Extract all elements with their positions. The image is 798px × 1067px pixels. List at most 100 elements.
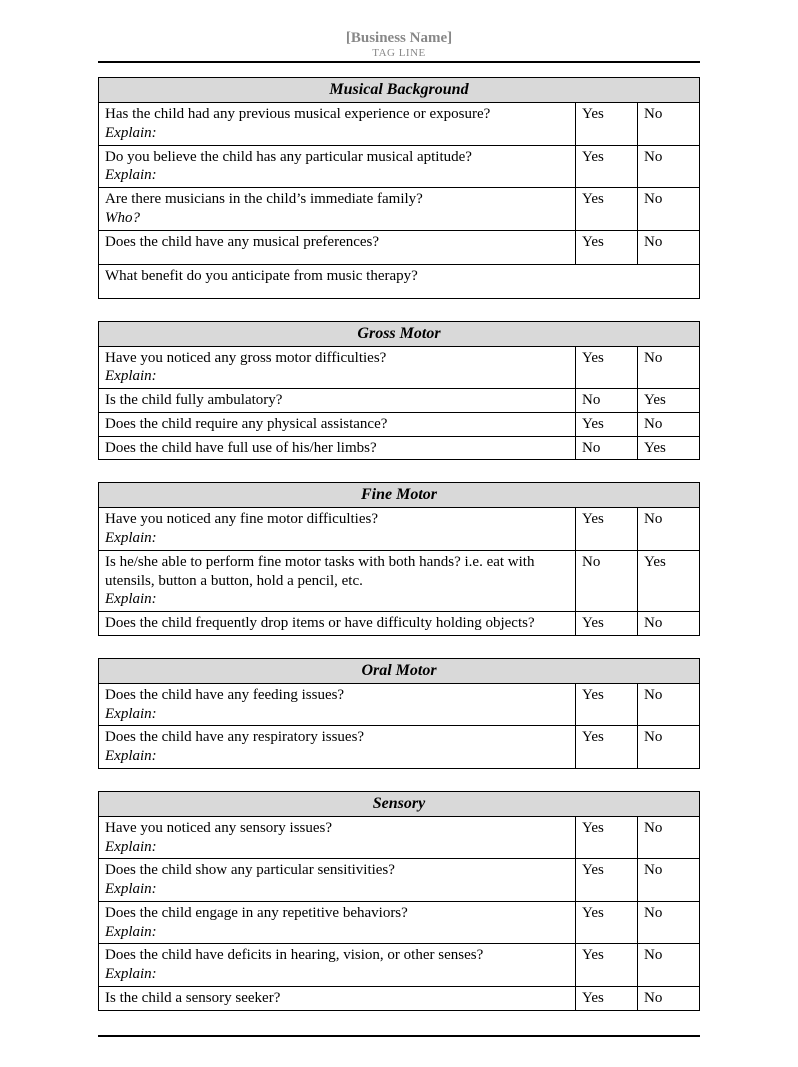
no-cell[interactable]: No: [638, 346, 700, 389]
table-row: Is the child fully ambulatory? No Yes: [99, 389, 700, 413]
yes-cell[interactable]: Yes: [576, 683, 638, 726]
question-text: Have you noticed any sensory issues?: [105, 820, 332, 836]
question-cell: Does the child have full use of his/her …: [99, 436, 576, 460]
question-cell: Has the child had any previous musical e…: [99, 103, 576, 146]
table-row: Have you noticed any fine motor difficul…: [99, 508, 700, 551]
section-title: Fine Motor: [99, 483, 700, 508]
yes-cell[interactable]: Yes: [576, 986, 638, 1010]
yes-cell[interactable]: Yes: [576, 726, 638, 769]
yes-cell[interactable]: Yes: [576, 145, 638, 188]
question-text: Has the child had any previous musical e…: [105, 106, 490, 122]
no-cell[interactable]: No: [638, 683, 700, 726]
yes-cell[interactable]: Yes: [576, 901, 638, 944]
table-row: Does the child show any particular sensi…: [99, 859, 700, 902]
question-cell: Does the child have deficits in hearing,…: [99, 944, 576, 987]
no-cell[interactable]: No: [638, 726, 700, 769]
question-cell: Is he/she able to perform fine motor tas…: [99, 550, 576, 611]
yes-cell[interactable]: Yes: [576, 188, 638, 231]
no-cell[interactable]: No: [638, 944, 700, 987]
yes-cell[interactable]: Yes: [638, 389, 700, 413]
question-cell: Have you noticed any gross motor difficu…: [99, 346, 576, 389]
question-cell: Does the child engage in any repetitive …: [99, 901, 576, 944]
no-cell[interactable]: No: [576, 436, 638, 460]
yes-cell[interactable]: Yes: [638, 436, 700, 460]
question-cell: Is the child a sensory seeker?: [99, 986, 576, 1010]
section-musical-background: Musical Background Has the child had any…: [98, 77, 700, 299]
yes-cell[interactable]: Yes: [576, 508, 638, 551]
table-row: Does the child have any feeding issues? …: [99, 683, 700, 726]
question-text: Does the child have full use of his/her …: [105, 440, 377, 456]
question-text: Does the child have any feeding issues?: [105, 687, 344, 703]
no-cell[interactable]: No: [638, 103, 700, 146]
question-cell: Have you noticed any sensory issues? Exp…: [99, 816, 576, 859]
table-row: Have you noticed any gross motor difficu…: [99, 346, 700, 389]
question-text: Is the child a sensory seeker?: [105, 990, 280, 1006]
table-row: Have you noticed any sensory issues? Exp…: [99, 816, 700, 859]
yes-cell[interactable]: Yes: [576, 612, 638, 636]
yes-cell[interactable]: Yes: [576, 412, 638, 436]
section-title: Oral Motor: [99, 658, 700, 683]
question-text: Is the child fully ambulatory?: [105, 392, 282, 408]
no-cell[interactable]: No: [638, 145, 700, 188]
question-cell: What benefit do you anticipate from musi…: [99, 264, 700, 298]
table-row: Is the child a sensory seeker? Yes No: [99, 986, 700, 1010]
table-row: What benefit do you anticipate from musi…: [99, 264, 700, 298]
table-row: Does the child have any respiratory issu…: [99, 726, 700, 769]
header-rule: [98, 61, 700, 63]
section-title: Gross Motor: [99, 321, 700, 346]
table-row: Has the child had any previous musical e…: [99, 103, 700, 146]
yes-cell[interactable]: Yes: [576, 230, 638, 264]
no-cell[interactable]: No: [638, 816, 700, 859]
explain-label: Explain:: [105, 839, 157, 855]
explain-label: Explain:: [105, 924, 157, 940]
question-text: Does the child have any musical preferen…: [105, 234, 379, 250]
yes-cell[interactable]: Yes: [576, 103, 638, 146]
no-cell[interactable]: No: [576, 389, 638, 413]
table-row: Does the child require any physical assi…: [99, 412, 700, 436]
table-row: Are there musicians in the child’s immed…: [99, 188, 700, 231]
question-cell: Have you noticed any fine motor difficul…: [99, 508, 576, 551]
question-text: Is he/she able to perform fine motor tas…: [105, 554, 534, 589]
explain-label: Explain:: [105, 530, 157, 546]
question-cell: Does the child have any feeding issues? …: [99, 683, 576, 726]
yes-cell[interactable]: Yes: [638, 550, 700, 611]
question-text: Have you noticed any fine motor difficul…: [105, 511, 378, 527]
no-cell[interactable]: No: [638, 508, 700, 551]
explain-label: Explain:: [105, 748, 157, 764]
question-text: What benefit do you anticipate from musi…: [105, 268, 418, 284]
explain-label: Explain:: [105, 706, 157, 722]
no-cell[interactable]: No: [638, 612, 700, 636]
section-fine-motor: Fine Motor Have you noticed any fine mot…: [98, 482, 700, 636]
no-cell[interactable]: No: [576, 550, 638, 611]
section-oral-motor: Oral Motor Does the child have any feedi…: [98, 658, 700, 769]
no-cell[interactable]: No: [638, 986, 700, 1010]
question-cell: Does the child require any physical assi…: [99, 412, 576, 436]
question-text: Does the child show any particular sensi…: [105, 862, 395, 878]
question-text: Does the child have deficits in hearing,…: [105, 947, 483, 963]
question-text: Do you believe the child has any particu…: [105, 149, 472, 165]
question-text: Have you noticed any gross motor difficu…: [105, 350, 386, 366]
explain-label: Explain:: [105, 167, 157, 183]
page: [Business Name] TAG LINE Musical Backgro…: [0, 0, 798, 1067]
question-cell: Does the child have any musical preferen…: [99, 230, 576, 264]
question-cell: Is the child fully ambulatory?: [99, 389, 576, 413]
yes-cell[interactable]: Yes: [576, 816, 638, 859]
question-text: Does the child engage in any repetitive …: [105, 905, 408, 921]
yes-cell[interactable]: Yes: [576, 346, 638, 389]
no-cell[interactable]: No: [638, 859, 700, 902]
section-gross-motor: Gross Motor Have you noticed any gross m…: [98, 321, 700, 461]
yes-cell[interactable]: Yes: [576, 859, 638, 902]
no-cell[interactable]: No: [638, 188, 700, 231]
explain-label: Explain:: [105, 368, 157, 384]
no-cell[interactable]: No: [638, 901, 700, 944]
question-text: Are there musicians in the child’s immed…: [105, 191, 423, 207]
footer-rule: [98, 1035, 700, 1037]
no-cell[interactable]: No: [638, 412, 700, 436]
yes-cell[interactable]: Yes: [576, 944, 638, 987]
section-title: Musical Background: [99, 78, 700, 103]
no-cell[interactable]: No: [638, 230, 700, 264]
section-title: Sensory: [99, 791, 700, 816]
explain-label: Explain:: [105, 881, 157, 897]
question-cell: Does the child frequently drop items or …: [99, 612, 576, 636]
explain-label: Explain:: [105, 125, 157, 141]
